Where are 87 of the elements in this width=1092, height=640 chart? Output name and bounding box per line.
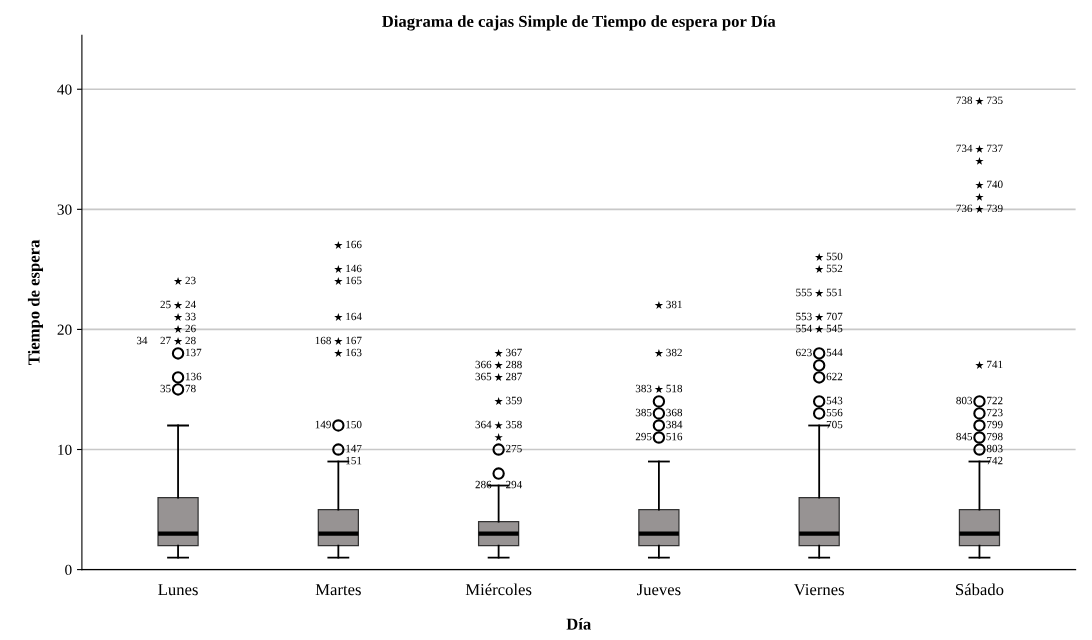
annotation: 286 xyxy=(475,480,492,489)
annotation: 275 xyxy=(506,444,522,453)
annotation: 294 xyxy=(506,480,523,489)
annotation: 167 xyxy=(346,336,362,345)
annotation: 556 xyxy=(826,408,843,417)
annotation: 163 xyxy=(346,348,362,357)
annotation: 552 xyxy=(826,264,843,273)
annotation: 149 xyxy=(315,420,331,429)
annotation: 147 xyxy=(346,444,362,453)
annotation: 740 xyxy=(987,180,1003,189)
annotation: 33 xyxy=(185,312,196,321)
annotation: 384 xyxy=(666,420,683,429)
y-tick-label: 10 xyxy=(58,444,72,455)
annotation: 27 xyxy=(160,336,171,345)
chart-title: Diagrama de cajas Simple de Tiempo de espera por Día xyxy=(382,15,776,31)
annotation: 295 xyxy=(635,432,652,441)
annotation: 554 xyxy=(796,324,813,333)
annotation: 166 xyxy=(346,240,362,249)
annotation: 367 xyxy=(506,348,522,357)
y-tick-label: 40 xyxy=(57,84,72,95)
annotation: 845 xyxy=(956,432,973,441)
x-tick-label: Martes xyxy=(315,584,361,596)
y-tick-label: 0 xyxy=(65,564,72,576)
annotation: 803 xyxy=(986,444,1003,453)
annotation: 553 xyxy=(796,312,812,321)
annotation: 366 xyxy=(475,360,492,369)
annotation: 23 xyxy=(185,276,196,285)
annotation: 622 xyxy=(826,372,843,381)
annotation: 368 xyxy=(666,408,683,417)
annotation: 741 xyxy=(987,360,1003,369)
annotation: 381 xyxy=(666,300,682,309)
annotation: 34 xyxy=(136,336,148,345)
x-tick-label: Lunes xyxy=(158,584,198,596)
annotation: 26 xyxy=(185,324,196,333)
annotation: 734 xyxy=(956,144,973,153)
annotation: 28 xyxy=(185,336,196,345)
annotation: 798 xyxy=(987,432,1003,441)
annotation: 518 xyxy=(666,384,683,393)
x-tick-label: Jueves xyxy=(637,584,681,596)
y-axis-title: Tiempo de espera xyxy=(27,239,44,365)
annotation: 739 xyxy=(987,204,1003,213)
annotation: 24 xyxy=(185,300,196,309)
annotation: 545 xyxy=(826,324,843,333)
annotation: 555 xyxy=(796,288,812,297)
y-tick-label: 30 xyxy=(57,204,72,215)
annotation: 288 xyxy=(506,360,522,369)
annotation: 146 xyxy=(346,264,362,273)
annotation: 287 xyxy=(506,372,522,381)
x-axis-title: Día xyxy=(566,618,592,630)
annotation: 78 xyxy=(185,384,196,393)
annotation: 164 xyxy=(346,312,362,321)
annotation: 137 xyxy=(185,348,202,357)
annotation: 165 xyxy=(346,276,362,285)
x-tick-label: Sábado xyxy=(956,583,1004,596)
annotation: 543 xyxy=(826,396,843,405)
annotation: 551 xyxy=(826,288,843,297)
x-tick-label: Viernes xyxy=(793,584,844,596)
annotation: 742 xyxy=(987,456,1003,465)
y-tick-label: 20 xyxy=(57,324,72,335)
x-tick-label: Miércoles xyxy=(465,583,532,596)
annotation: 150 xyxy=(346,420,362,429)
annotation: 705 xyxy=(826,420,843,429)
annotation: 364 xyxy=(475,420,492,429)
annotation: 383 xyxy=(635,384,652,393)
annotation: 707 xyxy=(826,312,843,321)
annotation: 803 xyxy=(956,396,973,405)
annotation: 550 xyxy=(826,252,843,261)
annotation: 168 xyxy=(315,336,331,345)
annotation: 736 xyxy=(956,204,973,213)
annotation: 25 xyxy=(160,300,171,309)
annotation: 735 xyxy=(987,96,1003,105)
annotation: 358 xyxy=(506,420,522,429)
annotation: 382 xyxy=(666,348,682,357)
annotation: 799 xyxy=(987,420,1003,429)
annotation: 35 xyxy=(160,384,171,393)
annotation: 623 xyxy=(796,348,812,357)
annotation: 722 xyxy=(987,396,1003,405)
annotation: 723 xyxy=(987,408,1003,417)
annotation: 738 xyxy=(956,96,973,105)
annotation: 136 xyxy=(185,372,202,381)
annotation: 516 xyxy=(666,432,683,441)
annotation: 359 xyxy=(506,396,522,405)
annotation: 544 xyxy=(826,348,843,357)
annotation: 365 xyxy=(475,372,492,381)
annotation: 151 xyxy=(346,456,362,465)
annotation: 385 xyxy=(635,408,652,417)
annotation: 737 xyxy=(987,144,1003,153)
